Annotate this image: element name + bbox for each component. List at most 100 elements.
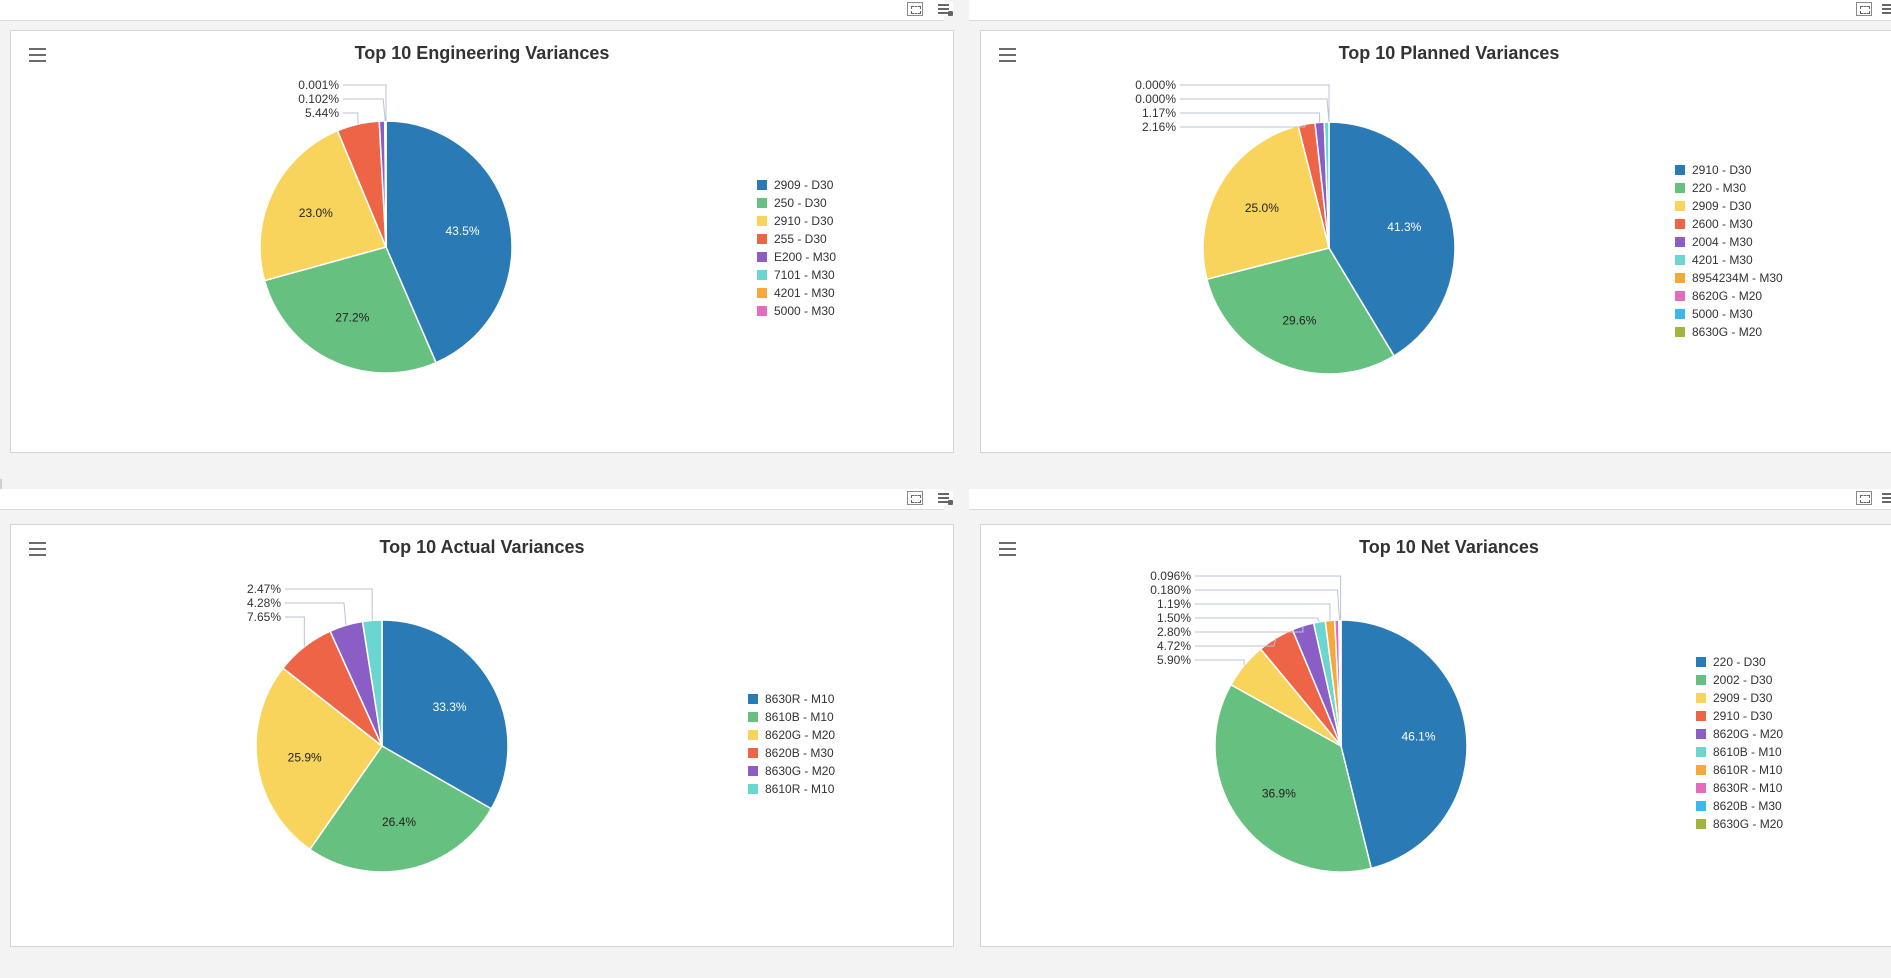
legend-label: 8610B - M10 (765, 710, 834, 724)
legend-item[interactable]: 4201 - M30 (1675, 251, 1783, 269)
pie-chart: 33.3% 26.4% 25.9% 2.47%4.28%7.65% (247, 582, 509, 873)
legend-swatch (1675, 291, 1685, 301)
legend-item[interactable]: 8630G - M20 (1696, 815, 1783, 833)
pie-slice[interactable] (308, 745, 493, 873)
legend-swatch (757, 216, 767, 226)
legend-label: 8630R - M10 (765, 692, 835, 706)
legend-item[interactable]: 8954234M - M30 (1675, 269, 1783, 287)
pie-slice[interactable] (1214, 683, 1373, 873)
chart-menu-icon[interactable] (29, 48, 46, 62)
legend-item[interactable]: 8610B - M10 (748, 708, 835, 726)
legend-item[interactable]: 8620B - M30 (1696, 797, 1783, 815)
legend-item[interactable]: 4201 - M30 (757, 284, 836, 302)
data-label: 4.28% (247, 596, 281, 610)
legend-item[interactable]: 5000 - M30 (1675, 305, 1783, 323)
legend-item[interactable]: 8630R - M10 (748, 690, 835, 708)
legend-item[interactable]: 250 - D30 (757, 194, 836, 212)
pane-toolbar (969, 489, 1891, 510)
pane-engineering: Top 10 Engineering Variances 43.5% 27.2% 2… (0, 0, 954, 489)
legend-label: 2909 - D30 (1713, 691, 1773, 705)
legend-item[interactable]: 8610R - M10 (1696, 761, 1783, 779)
legend-item[interactable]: 2909 - D30 (1675, 197, 1783, 215)
legend-label: 250 - D30 (774, 196, 827, 210)
data-label: 7.65% (247, 610, 281, 624)
chart-menu-icon[interactable] (29, 542, 46, 556)
legend-item[interactable]: 8620G - M20 (1696, 725, 1783, 743)
chart-menu-icon[interactable] (999, 48, 1016, 62)
pie-slice[interactable] (259, 129, 388, 282)
legend-item[interactable]: 2600 - M30 (1675, 215, 1783, 233)
legend-item[interactable]: 8620B - M30 (748, 744, 835, 762)
legend-item[interactable]: 2910 - D30 (1675, 161, 1783, 179)
legend-item[interactable]: 255 - D30 (757, 230, 836, 248)
pie-slice[interactable] (381, 619, 509, 810)
legend-item[interactable]: 8620G - M20 (1675, 287, 1783, 305)
legend-swatch (1696, 747, 1706, 757)
legend-label: 220 - M30 (1692, 181, 1747, 195)
maximize-icon[interactable] (907, 491, 923, 505)
legend-label: 255 - D30 (774, 232, 827, 246)
pane-options-icon[interactable] (1881, 2, 1891, 16)
maximize-icon[interactable] (1856, 491, 1872, 505)
chart-card: Top 10 Engineering Variances 43.5% 27.2% 2… (10, 30, 954, 453)
data-label: 1.17% (1142, 106, 1176, 120)
data-label: 2.47% (247, 582, 281, 596)
legend-item[interactable]: E200 - M30 (757, 248, 836, 266)
pane-actual: Top 10 Actual Variances 33.3% 26.4% 25.9% 2… (0, 489, 954, 978)
chart-legend: 2909 - D30 250 - D30 2910 - D30 255 - D30 E2… (757, 176, 836, 320)
pane-options-icon[interactable] (937, 491, 953, 505)
legend-item[interactable]: 2910 - D30 (1696, 707, 1783, 725)
leader-line (1180, 84, 1330, 122)
legend-item[interactable]: 8630R - M10 (1696, 779, 1783, 797)
leader-line (285, 616, 305, 647)
data-label: 1.50% (1157, 611, 1191, 625)
pane-planned: Top 10 Planned Variances 41.3% 29.6% 25.0%… (969, 0, 1891, 489)
pie-slice[interactable] (385, 120, 513, 364)
pane-options-icon[interactable] (937, 2, 953, 16)
chart-title: Top 10 Net Variances (1359, 537, 1539, 557)
pie-slice[interactable] (1339, 619, 1342, 747)
legend-item[interactable]: 2004 - M30 (1675, 233, 1783, 251)
pane-options-icon[interactable] (1881, 491, 1891, 505)
pie-slice[interactable] (1340, 619, 1468, 870)
data-label: 46.1% (1401, 730, 1435, 744)
legend-item[interactable]: 220 - D30 (1696, 653, 1783, 671)
chart-title: Top 10 Planned Variances (1338, 43, 1560, 63)
legend-label: 8954234M - M30 (1692, 271, 1783, 285)
legend-swatch (757, 252, 767, 262)
legend-label: 4201 - M30 (1692, 253, 1753, 267)
legend-item[interactable]: 8630G - M20 (748, 762, 835, 780)
data-label: 27.2% (335, 311, 369, 325)
data-label: 2.80% (1157, 625, 1191, 639)
legend-item[interactable]: 5000 - M30 (757, 302, 836, 320)
legend-item[interactable]: 8610R - M10 (748, 780, 835, 798)
legend-label: 2002 - D30 (1713, 673, 1773, 687)
legend-label: 8610R - M10 (765, 782, 835, 796)
chart-legend: 220 - D30 2002 - D30 2909 - D30 2910 - D30 8… (1696, 653, 1783, 833)
maximize-icon[interactable] (1856, 2, 1872, 16)
legend-item[interactable]: 2002 - D30 (1696, 671, 1783, 689)
legend-item[interactable]: 2909 - D30 (1696, 689, 1783, 707)
chart-menu-icon[interactable] (999, 542, 1016, 556)
legend-item[interactable]: 8610B - M10 (1696, 743, 1783, 761)
legend-item[interactable]: 8620G - M20 (748, 726, 835, 744)
legend-item[interactable]: 7101 - M30 (757, 266, 836, 284)
legend-item[interactable]: 2910 - D30 (757, 212, 836, 230)
legend-swatch (1675, 273, 1685, 283)
data-label: 0.001% (298, 78, 339, 92)
legend-swatch (757, 288, 767, 298)
pie-slice[interactable] (255, 667, 384, 851)
leader-line (1195, 638, 1277, 647)
legend-swatch (757, 270, 767, 280)
pie-slice[interactable] (1328, 121, 1456, 357)
data-label: 0.180% (1150, 583, 1191, 597)
legend-item[interactable]: 220 - M30 (1675, 179, 1783, 197)
legend-label: 8630R - M10 (1713, 781, 1783, 795)
legend-item[interactable]: 2909 - D30 (757, 176, 836, 194)
pie-chart: 46.1% 36.9% 0.096%0.180%1.19%1.50%2.80%4.7… (1150, 569, 1468, 873)
pie-slice[interactable] (1202, 124, 1330, 281)
pie-slice[interactable] (1206, 247, 1396, 375)
pie-slice[interactable] (263, 246, 438, 374)
legend-item[interactable]: 8630G - M20 (1675, 323, 1783, 341)
maximize-icon[interactable] (907, 2, 923, 16)
